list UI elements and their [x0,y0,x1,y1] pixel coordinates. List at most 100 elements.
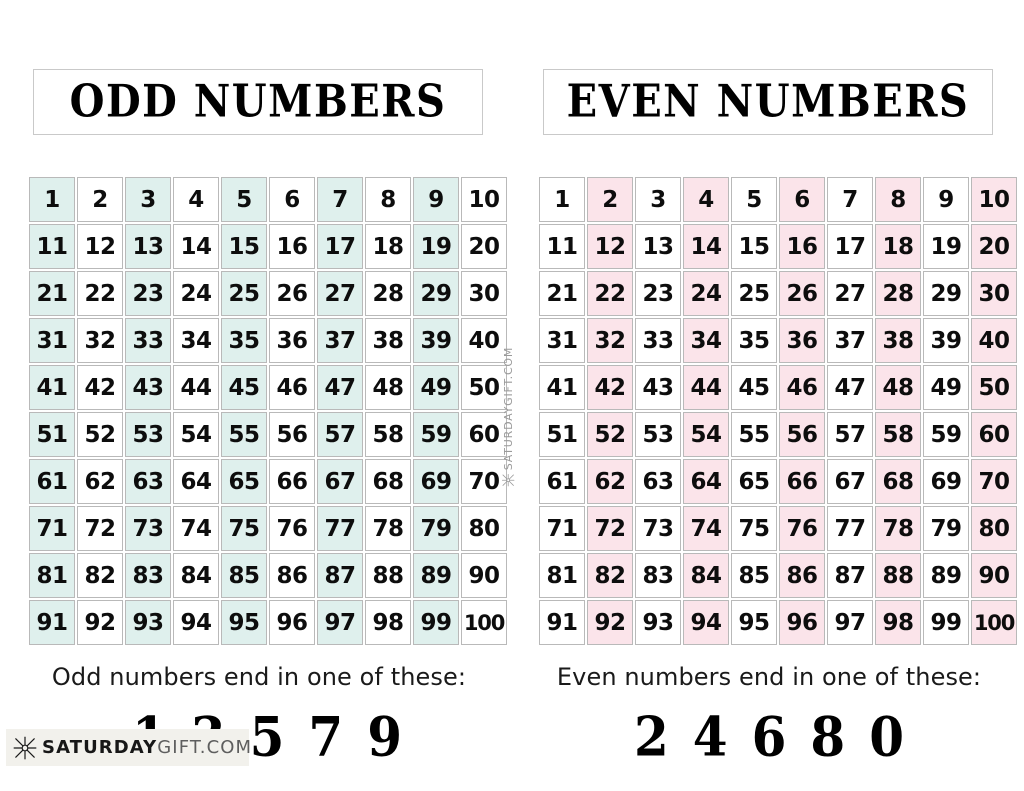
number-cell: 33 [125,318,171,363]
number-cell: 34 [173,318,219,363]
number-cell: 77 [827,506,873,551]
number-cell: 28 [365,271,411,316]
number-cell: 57 [827,412,873,457]
number-cell: 35 [731,318,777,363]
number-cell: 59 [923,412,969,457]
number-cell: 50 [461,365,507,410]
number-cell: 76 [269,506,315,551]
number-cell: 23 [125,271,171,316]
page-title-even: EVEN NUMBERS [566,75,970,128]
number-cell: 65 [221,459,267,504]
number-cell: 19 [923,224,969,269]
number-cell: 58 [875,412,921,457]
number-cell: 96 [779,600,825,645]
number-cell: 43 [635,365,681,410]
number-cell: 75 [221,506,267,551]
number-cell: 22 [77,271,123,316]
number-cell: 83 [125,553,171,598]
title-box-odd: ODD NUMBERS [33,69,483,135]
number-cell: 1 [29,177,75,222]
vertical-watermark-text: SATURDAYGIFT.COM [501,346,515,471]
number-cell: 84 [173,553,219,598]
number-cell: 60 [971,412,1017,457]
number-cell: 49 [923,365,969,410]
number-cell: 82 [77,553,123,598]
title-box-even: EVEN NUMBERS [543,69,993,135]
number-cell: 8 [365,177,411,222]
number-cell: 2 [587,177,633,222]
number-cell: 79 [923,506,969,551]
number-cell: 48 [365,365,411,410]
number-cell: 55 [221,412,267,457]
number-cell: 18 [365,224,411,269]
number-cell: 3 [635,177,681,222]
caption-odd: Odd numbers end in one of these: [51,663,467,691]
number-cell: 59 [413,412,459,457]
number-cell: 24 [683,271,729,316]
number-cell: 7 [317,177,363,222]
number-cell: 63 [125,459,171,504]
number-cell: 34 [683,318,729,363]
number-cell: 28 [875,271,921,316]
number-cell: 21 [539,271,585,316]
star-scissors-icon [501,473,515,487]
number-cell: 98 [365,600,411,645]
ending-digit: 6 [751,704,787,769]
ending-digit: 0 [869,704,904,769]
number-cell: 80 [971,506,1017,551]
number-cell: 95 [731,600,777,645]
number-cell: 22 [587,271,633,316]
number-cell: 72 [587,506,633,551]
number-cell: 20 [971,224,1017,269]
number-cell: 82 [587,553,633,598]
ending-digit: 4 [692,704,728,769]
number-cell: 21 [29,271,75,316]
number-grid-even: 1 2 3 4 5 6 7 8 9 10 11 12 13 14 15 16 17 18 19 20 21 22 23 24 2… [538,176,1018,646]
number-cell: 7 [827,177,873,222]
number-cell: 73 [125,506,171,551]
number-cell: 39 [413,318,459,363]
number-cell: 56 [269,412,315,457]
number-cell: 6 [779,177,825,222]
number-cell: 99 [923,600,969,645]
number-cell: 84 [683,553,729,598]
number-cell: 13 [635,224,681,269]
number-cell: 15 [731,224,777,269]
number-cell: 74 [683,506,729,551]
number-cell: 68 [875,459,921,504]
number-cell: 1 [539,177,585,222]
number-cell: 37 [827,318,873,363]
number-grid-odd: 1 2 3 4 5 6 7 8 9 10 11 12 13 14 15 16 17 18 19 20 21 22 23 24 2… [28,176,508,646]
number-cell: 49 [413,365,459,410]
number-cell: 6 [269,177,315,222]
number-cell: 61 [29,459,75,504]
logo-text-strong: SATURDAY [42,737,158,758]
number-cell: 99 [413,600,459,645]
number-cell: 37 [317,318,363,363]
number-cell: 54 [173,412,219,457]
number-cell: 52 [77,412,123,457]
panel-even-numbers: EVEN NUMBERS 1 2 3 4 5 6 7 8 9 10 11 12 13 14 15 16 17 18… [524,0,1017,791]
number-cell: 32 [77,318,123,363]
number-cell: 27 [317,271,363,316]
number-cell: 44 [683,365,729,410]
number-cell: 67 [827,459,873,504]
number-cell: 94 [683,600,729,645]
number-cell: 15 [221,224,267,269]
number-cell: 13 [125,224,171,269]
number-cell: 70 [461,459,507,504]
number-cell: 61 [539,459,585,504]
number-cell: 10 [971,177,1017,222]
number-cell: 53 [635,412,681,457]
number-cell: 35 [221,318,267,363]
number-cell: 53 [125,412,171,457]
number-cell: 36 [269,318,315,363]
number-cell: 24 [173,271,219,316]
number-cell: 26 [779,271,825,316]
number-cell: 46 [779,365,825,410]
number-cell: 96 [269,600,315,645]
number-cell: 47 [827,365,873,410]
number-cell: 29 [923,271,969,316]
number-cell: 66 [269,459,315,504]
number-cell: 81 [29,553,75,598]
